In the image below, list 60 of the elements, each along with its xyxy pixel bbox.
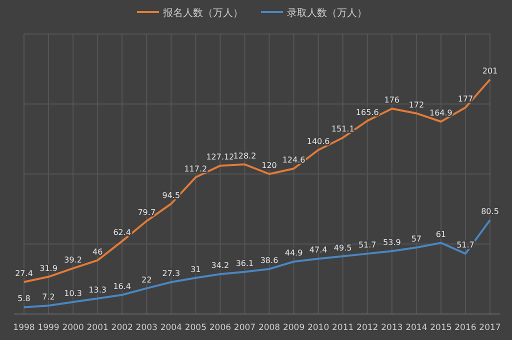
x-tick-label: 2005 xyxy=(184,323,207,333)
data-label: 22 xyxy=(142,275,152,284)
x-tick-label: 2012 xyxy=(356,323,378,333)
data-label: 140.6 xyxy=(306,136,330,146)
data-label: 27.3 xyxy=(162,269,180,278)
data-label: 124.6 xyxy=(282,156,306,165)
x-tick-label: 2015 xyxy=(430,323,452,333)
data-label: 80.5 xyxy=(481,207,499,216)
data-label: 176 xyxy=(384,96,400,105)
x-tick-label: 2000 xyxy=(62,323,84,333)
x-tick-label: 2008 xyxy=(258,323,280,333)
data-label: 31.9 xyxy=(40,264,58,273)
data-label: 177 xyxy=(458,94,474,104)
data-label: 39.2 xyxy=(64,255,82,264)
x-tick-label: 1999 xyxy=(38,323,60,333)
x-tick-label: 2006 xyxy=(209,323,232,333)
x-tick-label: 2001 xyxy=(86,323,108,333)
data-label: 127.12 xyxy=(206,152,234,162)
data-label: 34.2 xyxy=(211,261,230,270)
x-tick-label: 2007 xyxy=(234,323,256,333)
x-tick-label: 2011 xyxy=(332,323,354,333)
data-label: 10.3 xyxy=(64,288,82,298)
data-label: 62.4 xyxy=(113,228,132,238)
data-label: 164.9 xyxy=(429,108,452,118)
data-label: 51.7 xyxy=(358,240,376,250)
data-label: 61 xyxy=(436,230,446,239)
data-label: 79.7 xyxy=(138,208,156,218)
data-label: 53.9 xyxy=(382,238,401,248)
data-label: 46 xyxy=(92,247,103,256)
data-label: 165.6 xyxy=(356,108,379,117)
x-tick-label: 2013 xyxy=(381,323,403,333)
x-tick-label: 2009 xyxy=(282,323,305,333)
data-label: 128.2 xyxy=(233,151,256,160)
data-label: 151.1 xyxy=(331,124,354,134)
data-label: 49.5 xyxy=(334,243,352,252)
data-label: 120 xyxy=(262,161,277,170)
data-label: 13.3 xyxy=(88,285,106,294)
x-tick-label: 2016 xyxy=(454,323,476,333)
data-label: 36.1 xyxy=(236,258,254,268)
data-label: 44.9 xyxy=(284,248,303,258)
x-tick-label: 2014 xyxy=(406,323,428,333)
data-label: 57 xyxy=(411,234,422,244)
data-label: 38.6 xyxy=(260,256,278,265)
data-label: 201 xyxy=(482,66,498,76)
x-tick-label: 2004 xyxy=(160,323,182,333)
legend-label: 录取人数（万人） xyxy=(287,8,367,19)
x-tick-label: 2017 xyxy=(479,323,501,333)
legend-label: 报名人数（万人） xyxy=(162,7,243,19)
data-label: 117.2 xyxy=(184,164,208,174)
x-tick-label: 1998 xyxy=(13,323,35,333)
data-label: 5.8 xyxy=(18,294,30,304)
x-tick-label: 2003 xyxy=(136,323,158,333)
x-tick-label: 2010 xyxy=(307,323,330,333)
data-label: 47.4 xyxy=(309,246,328,255)
data-label: 16.4 xyxy=(113,282,132,291)
data-label: 27.4 xyxy=(15,269,33,278)
x-tick-label: 2002 xyxy=(111,323,133,333)
data-label: 7.2 xyxy=(42,292,55,302)
data-label: 172 xyxy=(408,100,424,110)
data-label: 31 xyxy=(190,264,201,274)
